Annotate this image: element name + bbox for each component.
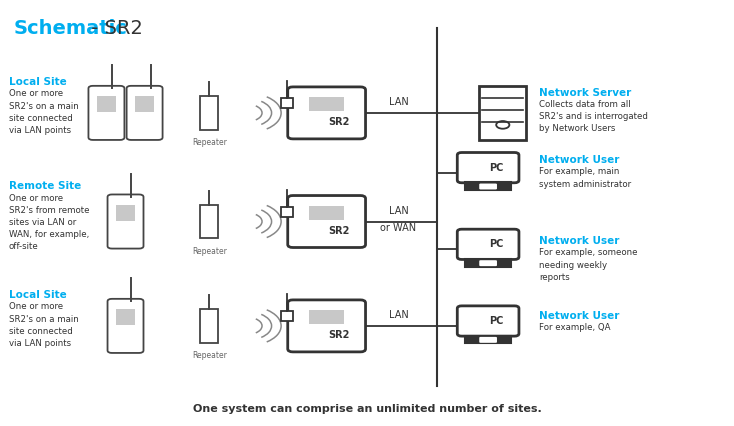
Text: PC: PC (489, 163, 504, 173)
FancyBboxPatch shape (479, 337, 497, 343)
Text: - SR2: - SR2 (85, 19, 143, 38)
Bar (309, 97, 344, 111)
Text: One system can comprise an unlimited number of sites.: One system can comprise an unlimited num… (192, 404, 542, 414)
FancyBboxPatch shape (126, 86, 162, 140)
FancyBboxPatch shape (288, 196, 366, 248)
Bar (309, 206, 344, 220)
Text: For example, someone
needing weekly
reports: For example, someone needing weekly repo… (539, 248, 638, 282)
Bar (281, 207, 293, 217)
Bar (116, 205, 135, 221)
Bar (465, 336, 512, 343)
Bar (281, 311, 293, 321)
Text: Network Server: Network Server (539, 88, 632, 98)
Bar (465, 259, 512, 267)
FancyBboxPatch shape (479, 86, 526, 140)
Bar (465, 182, 512, 190)
Text: Network User: Network User (539, 311, 620, 321)
FancyBboxPatch shape (88, 86, 124, 140)
FancyBboxPatch shape (288, 87, 366, 139)
FancyBboxPatch shape (200, 96, 218, 130)
Bar (281, 98, 293, 108)
Text: Local Site: Local Site (9, 290, 67, 299)
Text: One or more
SR2's from remote
sites via LAN or
WAN, for example,
off-site: One or more SR2's from remote sites via … (9, 194, 90, 251)
Text: Schematic: Schematic (13, 19, 127, 38)
Text: SR2: SR2 (328, 226, 349, 236)
Text: For example, QA: For example, QA (539, 323, 611, 332)
Bar (309, 310, 344, 324)
Text: or WAN: or WAN (380, 223, 417, 233)
Bar (116, 309, 135, 325)
FancyBboxPatch shape (479, 260, 497, 266)
Text: Repeater: Repeater (192, 351, 227, 360)
Text: Network User: Network User (539, 236, 620, 246)
Text: PC: PC (489, 316, 504, 326)
FancyBboxPatch shape (479, 184, 497, 190)
Bar (135, 96, 154, 112)
FancyBboxPatch shape (107, 194, 144, 248)
FancyBboxPatch shape (200, 205, 218, 238)
Text: For example, main
system administrator: For example, main system administrator (539, 167, 632, 189)
Text: Network User: Network User (539, 155, 620, 165)
FancyBboxPatch shape (107, 299, 144, 353)
Bar (97, 96, 116, 112)
Text: One or more
SR2's on a main
site connected
via LAN points: One or more SR2's on a main site connect… (9, 89, 79, 135)
Text: LAN: LAN (389, 311, 408, 320)
FancyBboxPatch shape (457, 306, 519, 336)
Text: Local Site: Local Site (9, 77, 67, 86)
Text: PC: PC (489, 239, 504, 249)
Text: SR2: SR2 (328, 330, 349, 340)
Text: Collects data from all
SR2's and is interrogated
by Network Users: Collects data from all SR2's and is inte… (539, 100, 648, 133)
Text: Remote Site: Remote Site (9, 181, 81, 191)
FancyBboxPatch shape (200, 309, 218, 343)
Text: SR2: SR2 (328, 117, 349, 127)
FancyBboxPatch shape (457, 153, 519, 183)
Text: One or more
SR2's on a main
site connected
via LAN points: One or more SR2's on a main site connect… (9, 302, 79, 348)
FancyBboxPatch shape (457, 229, 519, 259)
Text: Repeater: Repeater (192, 247, 227, 256)
FancyBboxPatch shape (288, 300, 366, 352)
Text: LAN: LAN (389, 206, 408, 216)
Text: LAN: LAN (389, 98, 408, 107)
Text: Repeater: Repeater (192, 138, 227, 147)
